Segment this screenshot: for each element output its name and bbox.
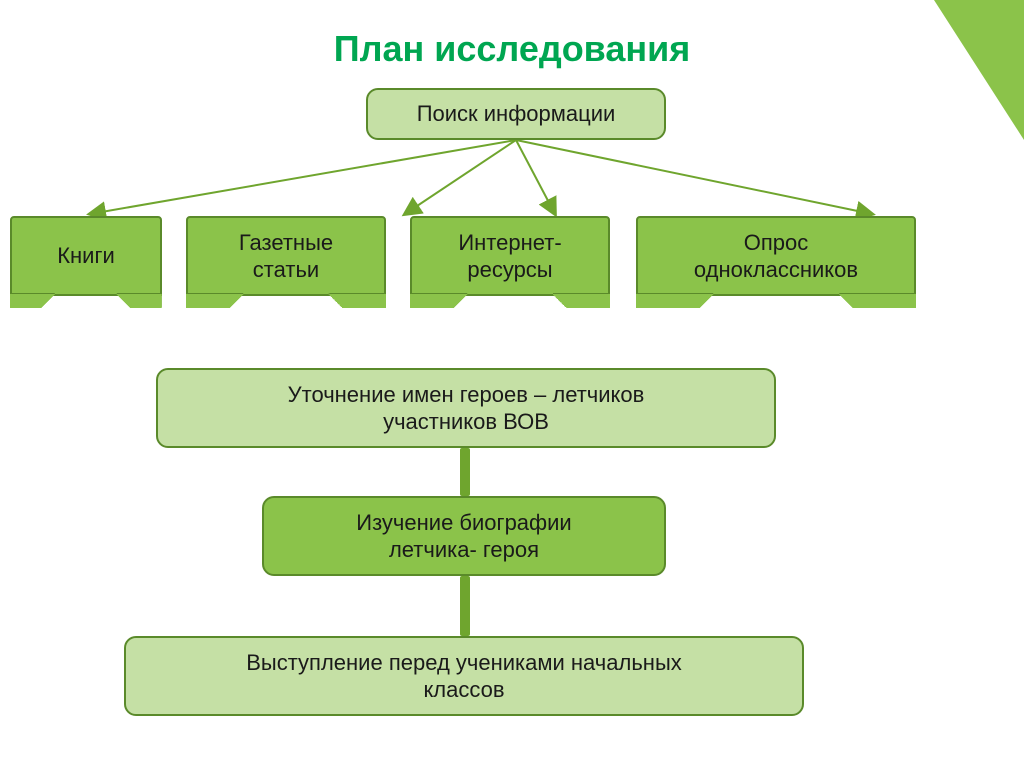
node-books: Книги bbox=[10, 216, 162, 296]
page-title: План исследования bbox=[0, 0, 1024, 70]
connector bbox=[460, 448, 470, 496]
node-classmate-survey: Опросодноклассников bbox=[636, 216, 916, 296]
node-clarify-names: Уточнение имен героев – летчиковучастник… bbox=[156, 368, 776, 448]
corner-accent bbox=[934, 0, 1024, 140]
node-study-biography: Изучение биографиилетчика- героя bbox=[262, 496, 666, 576]
node-root: Поиск информации bbox=[366, 88, 666, 140]
node-presentation: Выступление перед учениками начальныхкла… bbox=[124, 636, 804, 716]
node-newspaper-articles: Газетныестатьи bbox=[186, 216, 386, 296]
node-internet-resources: Интернет-ресурсы bbox=[410, 216, 610, 296]
connector bbox=[460, 576, 470, 636]
